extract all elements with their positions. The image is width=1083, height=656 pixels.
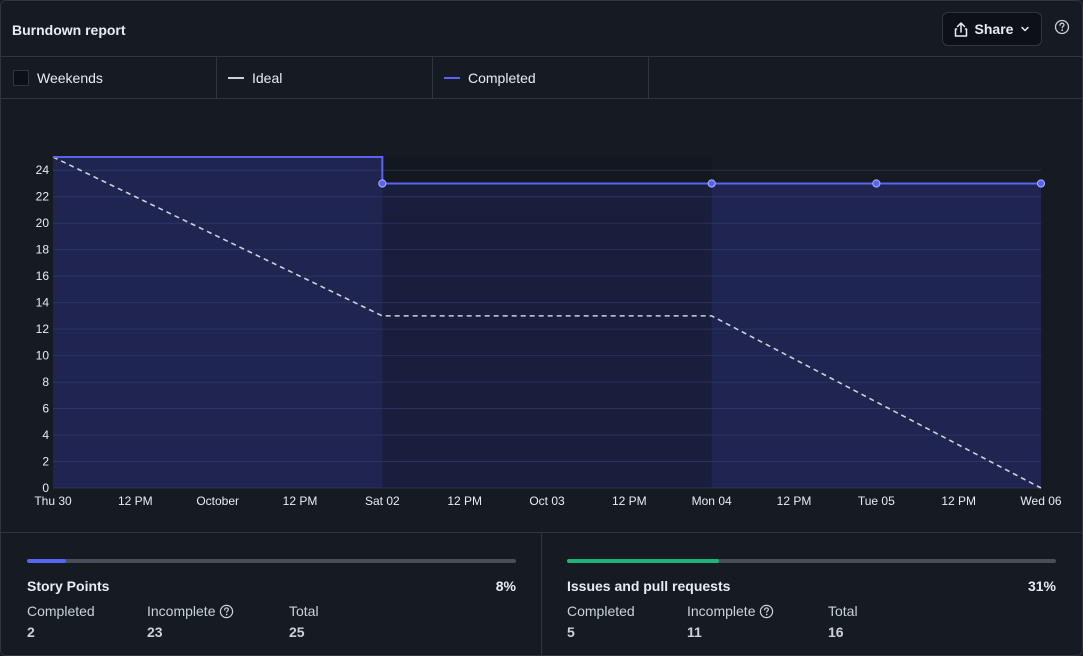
- story-points-total-label: Total: [289, 603, 319, 619]
- completed-point: [378, 179, 387, 188]
- x-tick-label: 12 PM: [118, 494, 153, 508]
- issues-percent: 31%: [1027, 578, 1056, 594]
- y-tick-label: 14: [36, 296, 50, 310]
- page-title: Burndown report: [12, 22, 126, 38]
- legend-item-ideal[interactable]: Ideal: [217, 57, 433, 98]
- y-tick-label: 2: [42, 455, 49, 469]
- issues-completed-value: 5: [567, 624, 575, 640]
- y-tick-label: 16: [36, 269, 50, 283]
- x-tick-label: Thu 30: [34, 494, 72, 508]
- x-tick-label: Tue 05: [858, 494, 895, 508]
- issues-completed-label: Completed: [567, 603, 635, 619]
- completed-point: [1036, 179, 1046, 188]
- y-tick-label: 22: [36, 190, 50, 204]
- issues-total-value: 16: [828, 624, 844, 640]
- story-points-panel: Story Points 8% Completed 2 Incomplete 2…: [1, 533, 541, 655]
- x-tick-label: 12 PM: [612, 494, 647, 508]
- completed-point: [707, 179, 716, 188]
- legend-label-ideal: Ideal: [252, 69, 283, 86]
- issues-progress-bar: [567, 559, 1056, 563]
- share-button[interactable]: Share: [942, 12, 1042, 46]
- y-tick-label: 12: [36, 322, 50, 336]
- story-points-progress-fill: [27, 559, 67, 563]
- x-tick-label: Sat 02: [365, 494, 400, 508]
- issues-panel: Issues and pull requests 31% Completed 5…: [542, 533, 1082, 655]
- issues-title: Issues and pull requests: [567, 578, 731, 594]
- y-tick-label: 8: [42, 375, 49, 389]
- chevron-down-icon: [1021, 26, 1030, 32]
- stats-divider: [541, 533, 542, 655]
- story-points-total-value: 25: [289, 624, 305, 640]
- story-points-percent: 8%: [495, 578, 516, 594]
- x-tick-label: 12 PM: [777, 494, 812, 508]
- story-points-progress-bar: [27, 559, 516, 563]
- story-points-incomplete-value: 23: [147, 624, 163, 640]
- chart-legend: Weekends Ideal Completed: [1, 57, 1082, 99]
- question-icon[interactable]: [219, 604, 234, 619]
- completed-point: [872, 179, 881, 188]
- y-tick-label: 0: [42, 481, 49, 495]
- share-button-label: Share: [974, 21, 1014, 37]
- completed-line: [53, 156, 1041, 185]
- x-tick-label: 12 PM: [283, 494, 318, 508]
- story-points-title: Story Points: [27, 578, 110, 594]
- legend-label-completed: Completed: [468, 69, 536, 86]
- x-tick-label: Mon 04: [692, 494, 732, 508]
- y-tick-label: 18: [36, 243, 50, 257]
- stats-section: Story Points 8% Completed 2 Incomplete 2…: [1, 533, 1082, 655]
- issues-incomplete-value: 11: [687, 624, 702, 640]
- y-tick-label: 6: [42, 402, 49, 416]
- issues-total-label: Total: [828, 603, 858, 619]
- y-tick-label: 4: [42, 428, 49, 442]
- y-tick-label: 24: [36, 163, 50, 177]
- story-points-completed-value: 2: [27, 624, 35, 640]
- completed-swatch: [444, 76, 460, 79]
- ideal-swatch: [228, 76, 244, 79]
- completed-area: [53, 157, 1041, 488]
- issues-progress-fill: [567, 559, 719, 563]
- legend-item-weekends[interactable]: Weekends: [1, 57, 217, 98]
- x-tick-label: Oct 03: [529, 494, 565, 508]
- y-tick-label: 20: [36, 216, 50, 230]
- ideal-line: [52, 156, 1042, 489]
- question-icon[interactable]: [759, 604, 774, 619]
- x-tick-label: Wed 06: [1020, 494, 1061, 508]
- weekend-band: [382, 157, 712, 488]
- share-icon: [954, 21, 967, 37]
- x-tick-label: October: [196, 494, 239, 508]
- question-icon[interactable]: [1054, 19, 1070, 35]
- story-points-incomplete-label: Incomplete: [147, 603, 234, 619]
- y-tick-label: 10: [36, 349, 50, 363]
- issues-incomplete-label: Incomplete: [687, 603, 774, 619]
- legend-item-completed[interactable]: Completed: [433, 57, 649, 98]
- legend-label-weekends: Weekends: [37, 69, 103, 86]
- story-points-completed-label: Completed: [27, 603, 95, 619]
- report-header: Burndown report Share: [1, 1, 1082, 57]
- x-tick-label: 12 PM: [447, 494, 482, 508]
- weekends-swatch: [13, 69, 29, 86]
- x-tick-label: 12 PM: [941, 494, 976, 508]
- burndown-chart: 0 2 4 6 8 10 12 14 16 18 20 22 24 Thu 30 12 PM October 1…: [1, 99, 1082, 533]
